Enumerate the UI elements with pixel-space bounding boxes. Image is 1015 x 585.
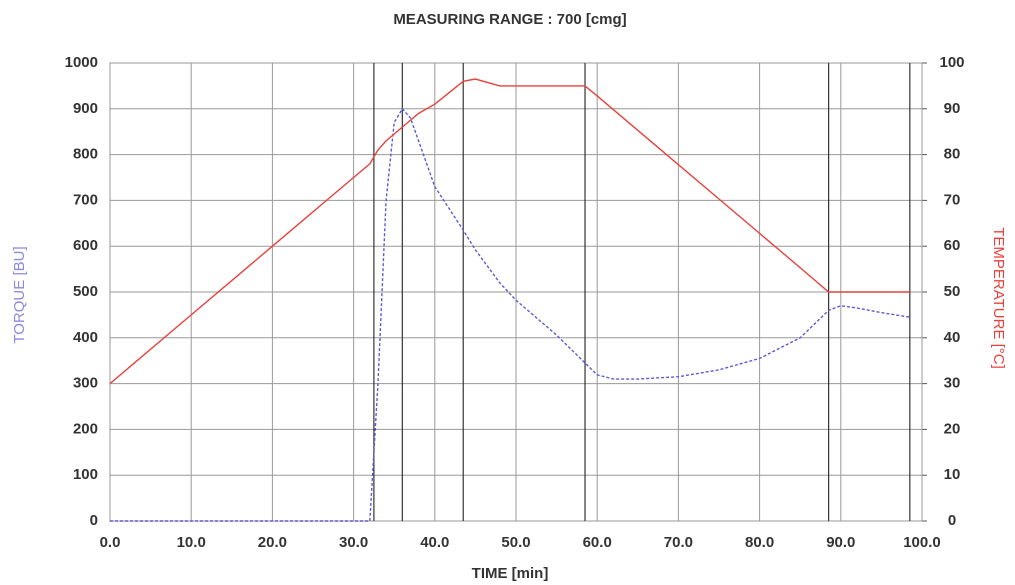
y-axis-label: TORQUE [BU] <box>11 246 28 343</box>
y-tick-label: 100 <box>73 466 98 483</box>
x-tick-label: 10.0 <box>177 534 206 551</box>
series-line <box>110 109 910 521</box>
y2-tick-label: 20 <box>944 420 961 437</box>
y-tick-label: 500 <box>73 283 98 300</box>
y-tick-label: 1000 <box>65 54 98 71</box>
x-tick-label: 50.0 <box>501 534 530 551</box>
x-tick-label: 70.0 <box>664 534 693 551</box>
y-tick-label: 700 <box>73 191 98 208</box>
y-tick-label: 300 <box>73 375 98 392</box>
y2-tick-label: 50 <box>944 283 961 300</box>
x-axis-label: TIME [min] <box>472 565 549 582</box>
y-tick-label: 400 <box>73 329 98 346</box>
y-tick-label: 200 <box>73 420 98 437</box>
x-tick-label: 60.0 <box>583 534 612 551</box>
x-tick-label: 90.0 <box>826 534 855 551</box>
x-tick-label: 20.0 <box>258 534 287 551</box>
y-tick-label: 0 <box>90 512 98 529</box>
y-tick-label: 900 <box>73 100 98 117</box>
y2-tick-label: 70 <box>944 191 961 208</box>
y2-tick-label: 60 <box>944 237 961 254</box>
y-tick-label: 800 <box>73 146 98 163</box>
y2-tick-label: 100 <box>939 54 964 71</box>
y2-axis-label: TEMPERATURE [°C] <box>990 227 1007 369</box>
x-tick-label: 80.0 <box>745 534 774 551</box>
chart-title: MEASURING RANGE : 700 [cmg] <box>393 11 626 28</box>
y2-tick-label: 10 <box>944 466 961 483</box>
y2-tick-label: 80 <box>944 146 961 163</box>
y-tick-label: 600 <box>73 237 98 254</box>
x-tick-label: 100.0 <box>903 534 941 551</box>
x-tick-label: 0.0 <box>100 534 121 551</box>
y2-tick-label: 40 <box>944 329 961 346</box>
y2-tick-label: 30 <box>944 375 961 392</box>
x-tick-label: 40.0 <box>420 534 449 551</box>
x-tick-label: 30.0 <box>339 534 368 551</box>
y2-tick-label: 0 <box>948 512 956 529</box>
y2-tick-label: 90 <box>944 100 961 117</box>
chart: MEASURING RANGE : 700 [cmg] TIME [min] T… <box>0 0 1015 585</box>
